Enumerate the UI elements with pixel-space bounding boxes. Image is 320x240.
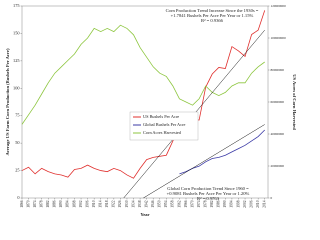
x-tick-label: 1970 [190,200,194,207]
y2-tick-label: 120000000 [271,4,287,8]
y-tick-label: 25 [15,168,19,173]
legend-label: Global Bushels Per Acre [143,122,185,127]
y2-axis-label: US Acres of Corn Harvested [292,74,297,130]
x-tick-label: 1910 [92,200,96,207]
annotation: +1.7841 Bushels Per Acre Per Year or 1.1… [171,13,254,18]
x-tick-label: 1954 [164,200,168,207]
y2-tick-label: 0 [271,196,273,200]
x-tick-label: 1894 [66,200,70,207]
x-tick-label: 1890 [59,200,63,207]
y-tick-label: 50 [15,140,19,145]
x-tick-label: 1962 [177,200,181,207]
x-tick-label: 1922 [112,200,116,207]
annotation: R² = 0.9366 [201,18,224,23]
x-tick-label: 1958 [171,200,175,207]
annotation: Global Corn Production Trend Since 1960 … [167,186,249,191]
x-tick-label: 1998 [236,200,240,207]
legend-box [129,111,199,141]
x-tick-label: 2006 [249,200,253,207]
annotation: R² = 0.9763 [197,196,220,201]
y-tick-label: 100 [13,85,19,90]
legend-label: Corn Acres Harvested [143,130,182,135]
x-tick-label: 1942 [144,200,148,207]
x-tick-label: 1974 [197,200,201,207]
y-tick-label: 0 [17,195,19,200]
x-tick-label: 1870 [26,200,30,207]
y2-tick-label: 80000000 [271,68,285,72]
x-tick-label: 1878 [40,200,44,207]
plot-frame [21,5,269,199]
x-axis-label: Year [140,212,149,217]
y-tick-label: 150 [13,30,19,35]
x-tick-label: 1946 [151,200,155,207]
x-tick-label: 2014 [263,200,267,207]
annotation: Corn Production Trend Increase Since the… [166,8,259,13]
x-tick-label: 1918 [105,200,109,207]
x-tick-label: 1898 [72,200,76,207]
series-line [179,129,266,175]
y2-tick-label: 100000000 [271,36,287,40]
annotation: +0.9081 Bushels Per Acre Per Year or 1.2… [167,191,250,196]
x-tick-label: 1978 [204,200,208,207]
x-tick-label: 1882 [46,200,50,207]
x-tick-label: 1886 [53,200,57,207]
x-tick-label: 1990 [223,200,227,207]
x-tick-label: 1994 [230,200,234,207]
x-tick-label: 2002 [243,200,247,207]
x-tick-label: 1914 [99,200,103,207]
x-tick-label: 1866 [20,200,24,207]
x-tick-label: 1926 [118,200,122,207]
chart: Average US Farm Corn Production (Bushels… [5,3,297,217]
y2-tick-label: 40000000 [271,132,285,136]
x-tick-label: 1874 [33,200,37,207]
y-tick-label: 75 [15,113,19,118]
x-tick-label: 1930 [125,200,129,207]
y-tick-label: 125 [13,58,19,63]
x-tick-label: 1950 [158,200,162,207]
x-tick-label: 1982 [210,200,214,207]
x-tick-label: 2010 [256,200,260,207]
legend-label: US Bushels Per Acre [143,114,179,119]
series-line [21,10,266,179]
x-tick-label: 1934 [131,200,135,207]
y-tick-label: 175 [13,3,19,8]
trend-line [143,124,265,199]
x-tick-label: 1902 [79,200,83,207]
x-tick-label: 1906 [85,200,89,207]
y-axis-label: Average US Farm Corn Production (Bushels… [5,48,10,155]
x-tick-label: 1966 [184,200,188,207]
x-tick-label: 1986 [217,200,221,207]
x-tick-label: 1938 [138,200,142,207]
y2-tick-label: 20000000 [271,164,285,168]
series-line [21,24,265,125]
y2-tick-label: 60000000 [271,100,285,104]
